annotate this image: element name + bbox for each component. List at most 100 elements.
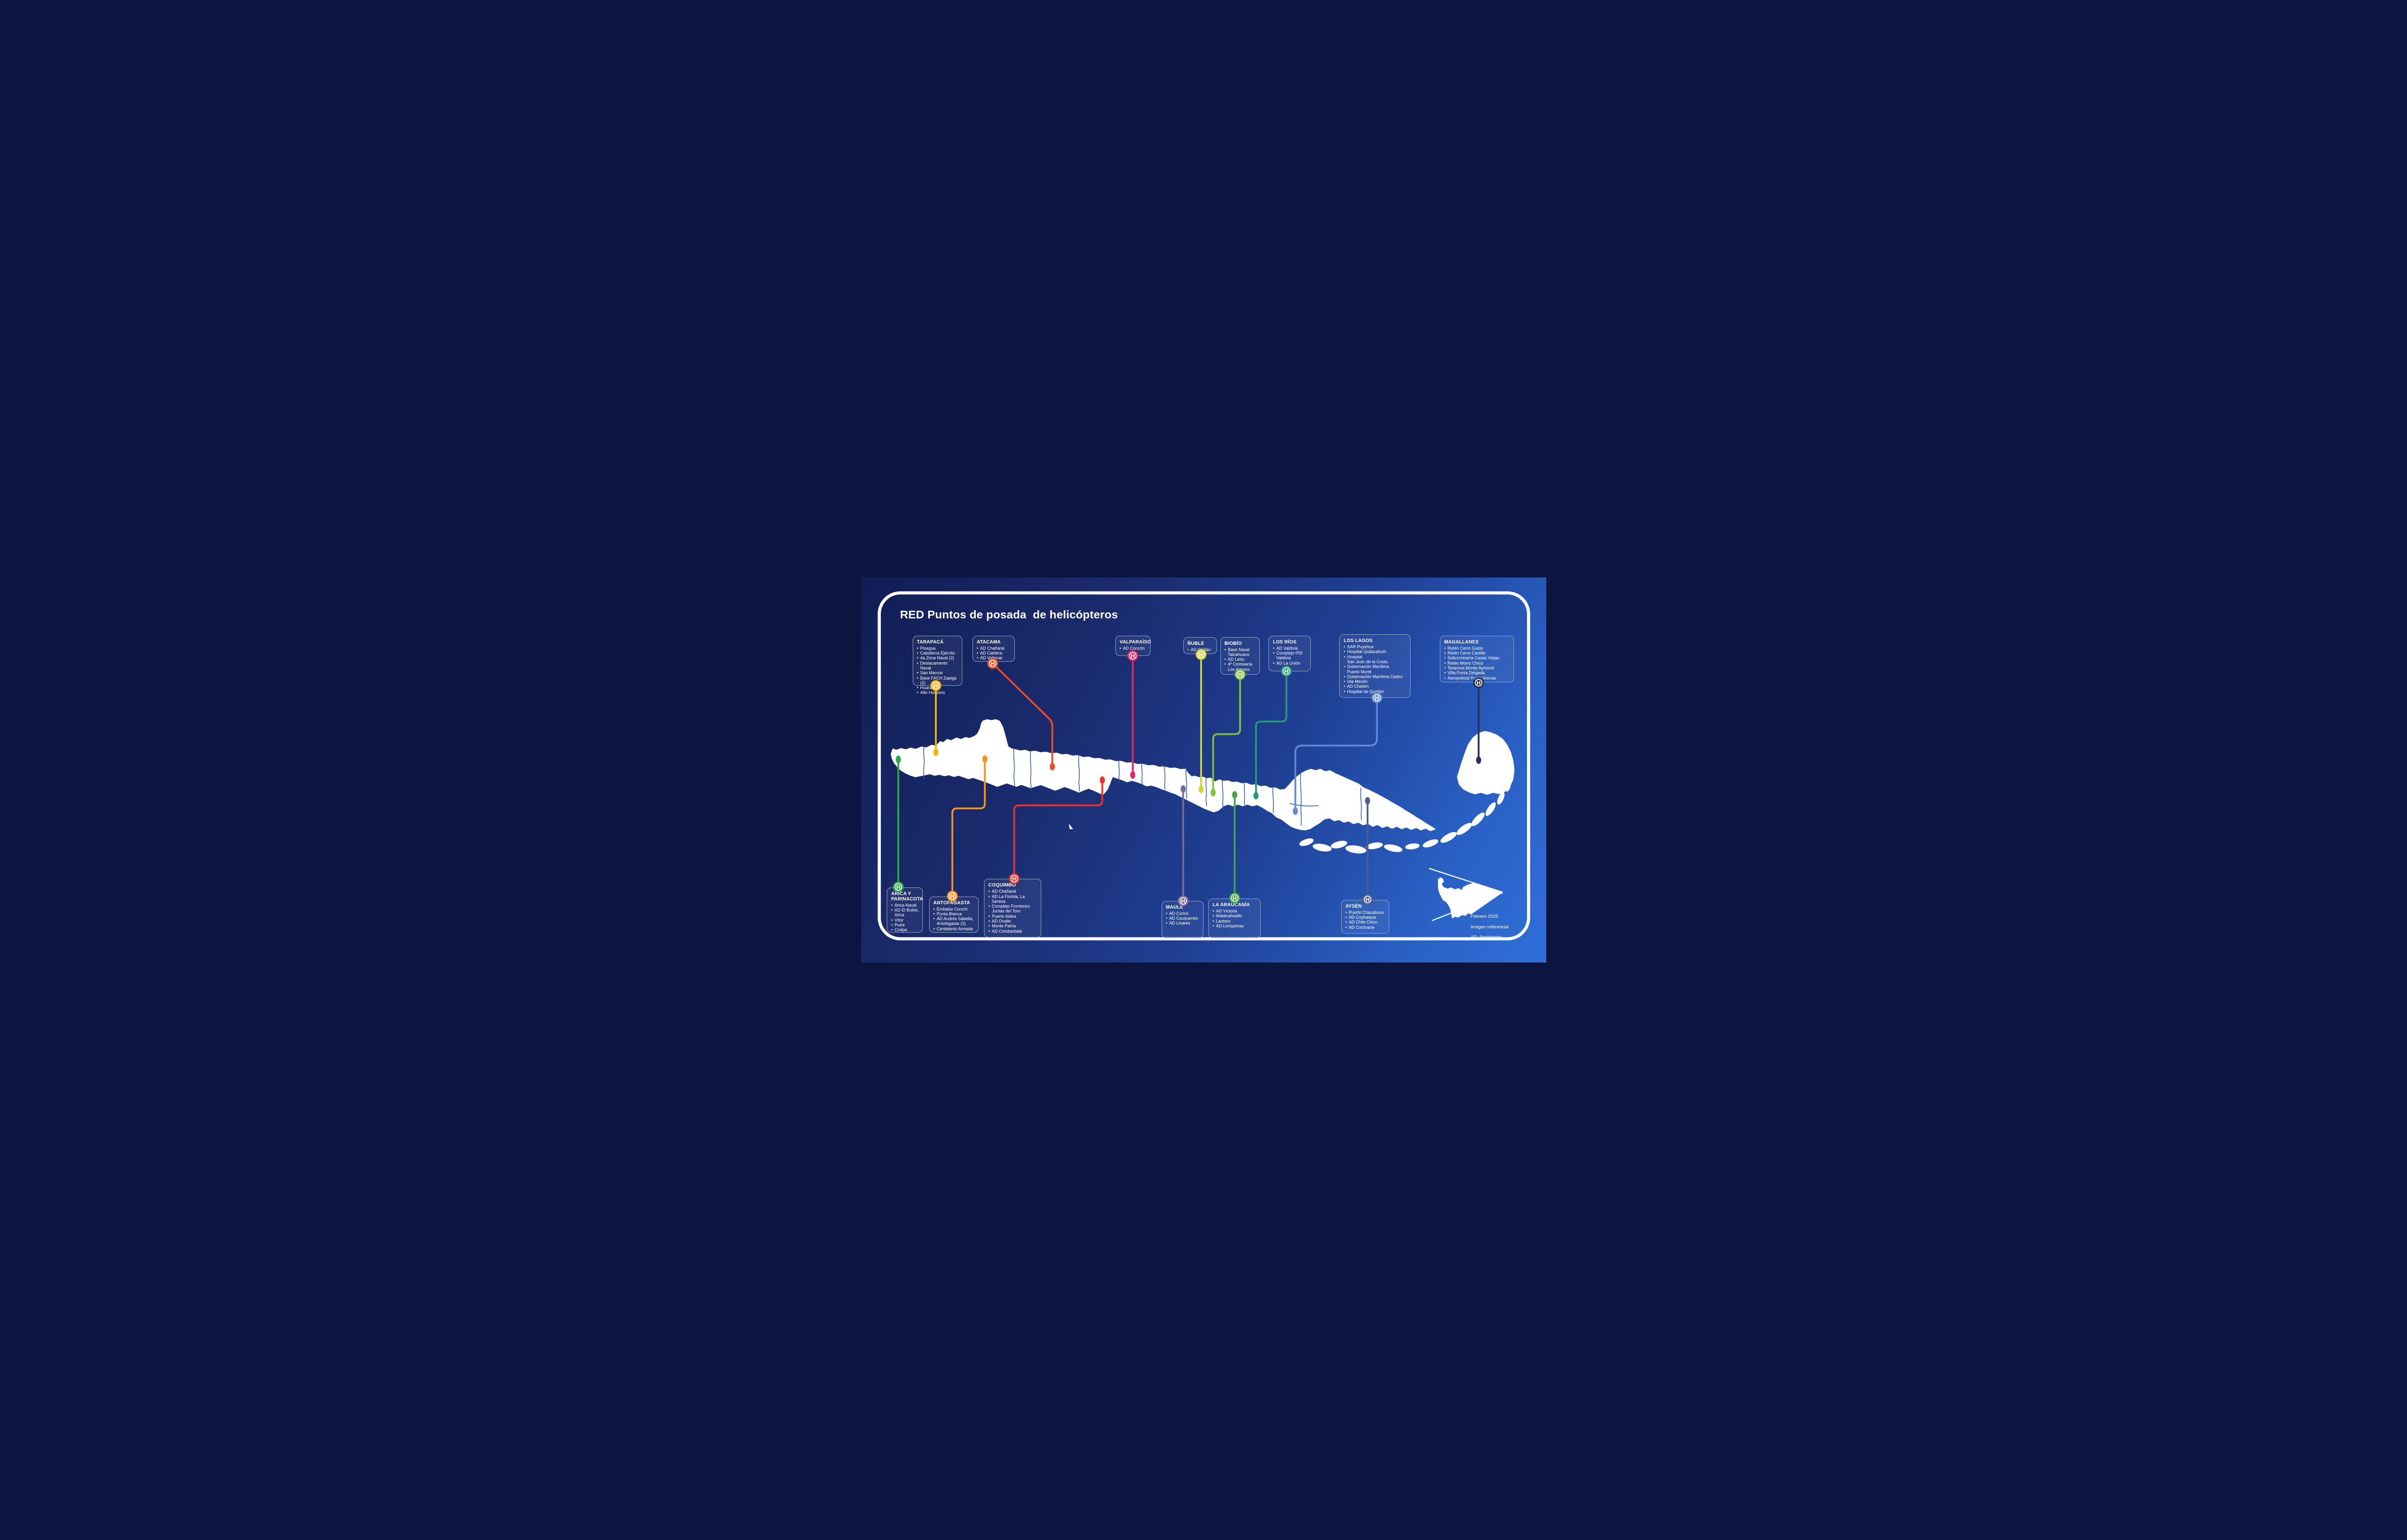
site-label: Gobernación Marítima Puerto Montt xyxy=(1347,664,1389,674)
region-box-antofagasta: ANTOFAGASTA • Embalse Conchi • Punta Blanca •… xyxy=(929,896,979,933)
site-label: Punta Blanca xyxy=(936,911,962,916)
offshore-island xyxy=(1068,823,1073,829)
site-item: • AD Curicó xyxy=(1166,911,1200,916)
antarctica-shape xyxy=(1437,877,1502,919)
site-item: • Retén Cerro Castillo xyxy=(1444,651,1510,655)
region-box-atacama: ATACAMA • AD Chañaral • AD Caldera • AD Vallen… xyxy=(972,635,1015,662)
bullet-icon: • xyxy=(976,655,979,661)
region-site-list: • AD Valdivia • Complejo PDI Valdivia • AD La… xyxy=(1273,646,1307,666)
site-item: • Vítor xyxy=(891,918,919,923)
site-item: • Complejo PDI Valdivia xyxy=(1273,651,1307,661)
site-item: • AD Andrés Sabella, Antofagasta (3) xyxy=(933,916,975,926)
site-label: Isla Meulín xyxy=(1347,679,1368,684)
site-label: Vítor xyxy=(894,917,904,923)
site-label: Aeropolicial Punta Arenas xyxy=(1448,675,1496,680)
region-name: ATACAMA xyxy=(976,639,1001,645)
site-item: • AD Caldera xyxy=(977,651,1011,655)
patagonia-archipelago xyxy=(1299,781,1511,854)
site-item: • Hospital San Juan de la Costa xyxy=(1344,654,1407,665)
site-item: • Pisagua xyxy=(917,646,959,651)
bullet-icon: • xyxy=(1273,645,1275,651)
site-label: AD El Buitre, Arica xyxy=(894,907,919,918)
bullet-icon: • xyxy=(988,913,990,919)
site-label: Retén Morro Chico xyxy=(1448,660,1483,666)
site-item: • Malalcahuello xyxy=(1213,913,1257,918)
site-label: Centelanto Armada xyxy=(936,926,973,931)
bullet-icon: • xyxy=(1344,654,1346,659)
bullet-icon: • xyxy=(1344,684,1346,689)
site-label: AD Lonquimay xyxy=(1216,923,1244,928)
bullet-icon: • xyxy=(1273,651,1275,656)
bullet-icon: • xyxy=(1165,915,1167,921)
region-name: AYSÉN xyxy=(1345,903,1362,909)
region-box-coquimbo: COQUIMBO • AD Chañaral • AD La Florida, La S… xyxy=(984,879,1042,938)
region-site-list: • Puerto Chacabuco • AD Coyhaique • AD Chile … xyxy=(1346,910,1385,930)
site-item: • Lautaro xyxy=(1213,919,1257,924)
bullet-icon: • xyxy=(1344,689,1346,694)
site-item: • Destacamento Naval xyxy=(917,661,959,671)
bullet-icon: • xyxy=(891,902,893,908)
site-item: • AD Linares xyxy=(1166,921,1200,925)
bullet-icon: • xyxy=(917,645,919,651)
site-item: • AD La Florida, La Serena xyxy=(988,894,1037,904)
site-item: • AD Cochrane xyxy=(1346,925,1385,930)
site-item: • 4ª Comisaría Los Alamos xyxy=(1225,662,1256,672)
site-label: AD Victoria xyxy=(1216,909,1237,914)
bullet-icon: • xyxy=(1345,920,1347,925)
site-label: Caballería Ejército xyxy=(920,651,955,656)
bullet-icon: • xyxy=(917,670,919,676)
site-item: • Retén Cerro Guido xyxy=(1444,646,1510,651)
site-item: • Codpa xyxy=(891,927,919,932)
site-label: 4ª Comisaría Los Alamos xyxy=(1228,662,1253,672)
site-label: AD Vallenar xyxy=(980,655,1003,661)
site-label: Hospital Quilacahuín xyxy=(1347,649,1386,654)
region-box-biobio: BIOBÍO • Base Naval Talcahuano • AD Lebu • 4ª … xyxy=(1220,637,1260,675)
site-item: • AD Chañaral xyxy=(988,889,1037,894)
site-label: Complejo Fronterizo Juntas del Toro xyxy=(992,904,1030,914)
site-label: AD Concón xyxy=(1123,645,1145,651)
site-label: AD Andrés Sabella, Antofagasta (3) xyxy=(936,916,974,926)
bullet-icon: • xyxy=(891,927,893,933)
site-label: AD Combarbalá xyxy=(992,928,1022,934)
region-name: COQUIMBO xyxy=(988,883,1016,888)
site-item: • Gobernación Marítima Puerto Montt xyxy=(1344,664,1407,674)
site-item: • SAR Puyehue xyxy=(1344,644,1407,649)
site-label: Codpa xyxy=(894,927,907,933)
region-site-list: • Arica-Naval • AD El Buitre, Arica • Vítor • P… xyxy=(891,903,919,933)
region-name: ARICA Y PARINACOTA xyxy=(891,891,923,902)
site-label: AD Lebu xyxy=(1228,657,1244,662)
site-label: Puerto Aldea xyxy=(992,913,1016,919)
bullet-icon: • xyxy=(933,926,935,931)
site-item: • Centelanto Armada xyxy=(933,926,975,931)
region-name: TARAPACÁ xyxy=(917,639,944,645)
footer-notes: Febrero 2025 Imagen referencial AD: Aeró… xyxy=(1471,914,1509,945)
site-item: • AD Chile Chico xyxy=(1346,920,1385,924)
bullet-icon: • xyxy=(891,922,893,927)
bullet-icon: • xyxy=(1187,647,1189,652)
bullet-icon: • xyxy=(976,645,979,651)
site-label: AD Cauquenes xyxy=(1169,915,1198,921)
footer-ad-legend: AD: Aeródromo xyxy=(1470,935,1502,940)
bullet-icon: • xyxy=(933,911,935,916)
region-box-araucania: LA ARAUCANÍA • AD Victoria • Malalcahuello • L… xyxy=(1208,898,1261,938)
site-item: • Hospital Quilacahuín xyxy=(1344,649,1407,654)
site-item: • Subcomisaría Casas Viejas xyxy=(1444,655,1510,660)
site-label: AD Linares xyxy=(1169,921,1191,926)
region-name: LA ARAUCANÍA xyxy=(1213,902,1250,908)
bullet-icon: • xyxy=(988,889,990,894)
bullet-icon: • xyxy=(1444,660,1446,666)
region-box-maule: MAULE • AD Curicó • AD Cauquenes • AD Linares xyxy=(1161,900,1204,938)
region-name: VALPARAÍSO xyxy=(1119,639,1152,645)
bullet-icon: • xyxy=(917,651,919,656)
site-item: • Base FACH Zapiga (2) xyxy=(917,676,959,686)
region-box-aysen: AYSÉN • Puerto Chacabuco • AD Coyhaique • AD C… xyxy=(1341,899,1389,934)
region-box-valparaiso: VALPARAÍSO • AD Concón xyxy=(1115,635,1152,656)
frame-border xyxy=(877,591,1530,940)
site-item: • AD El Buitre, Arica xyxy=(891,908,919,918)
footer-reference-note: Imagen referencial xyxy=(1470,924,1509,930)
bullet-icon: • xyxy=(1344,674,1346,679)
region-name: MAULE xyxy=(1165,904,1183,910)
bullet-icon: • xyxy=(1213,923,1215,928)
site-label: AD Valdivia xyxy=(1276,645,1298,651)
bullet-icon: • xyxy=(1444,645,1446,651)
